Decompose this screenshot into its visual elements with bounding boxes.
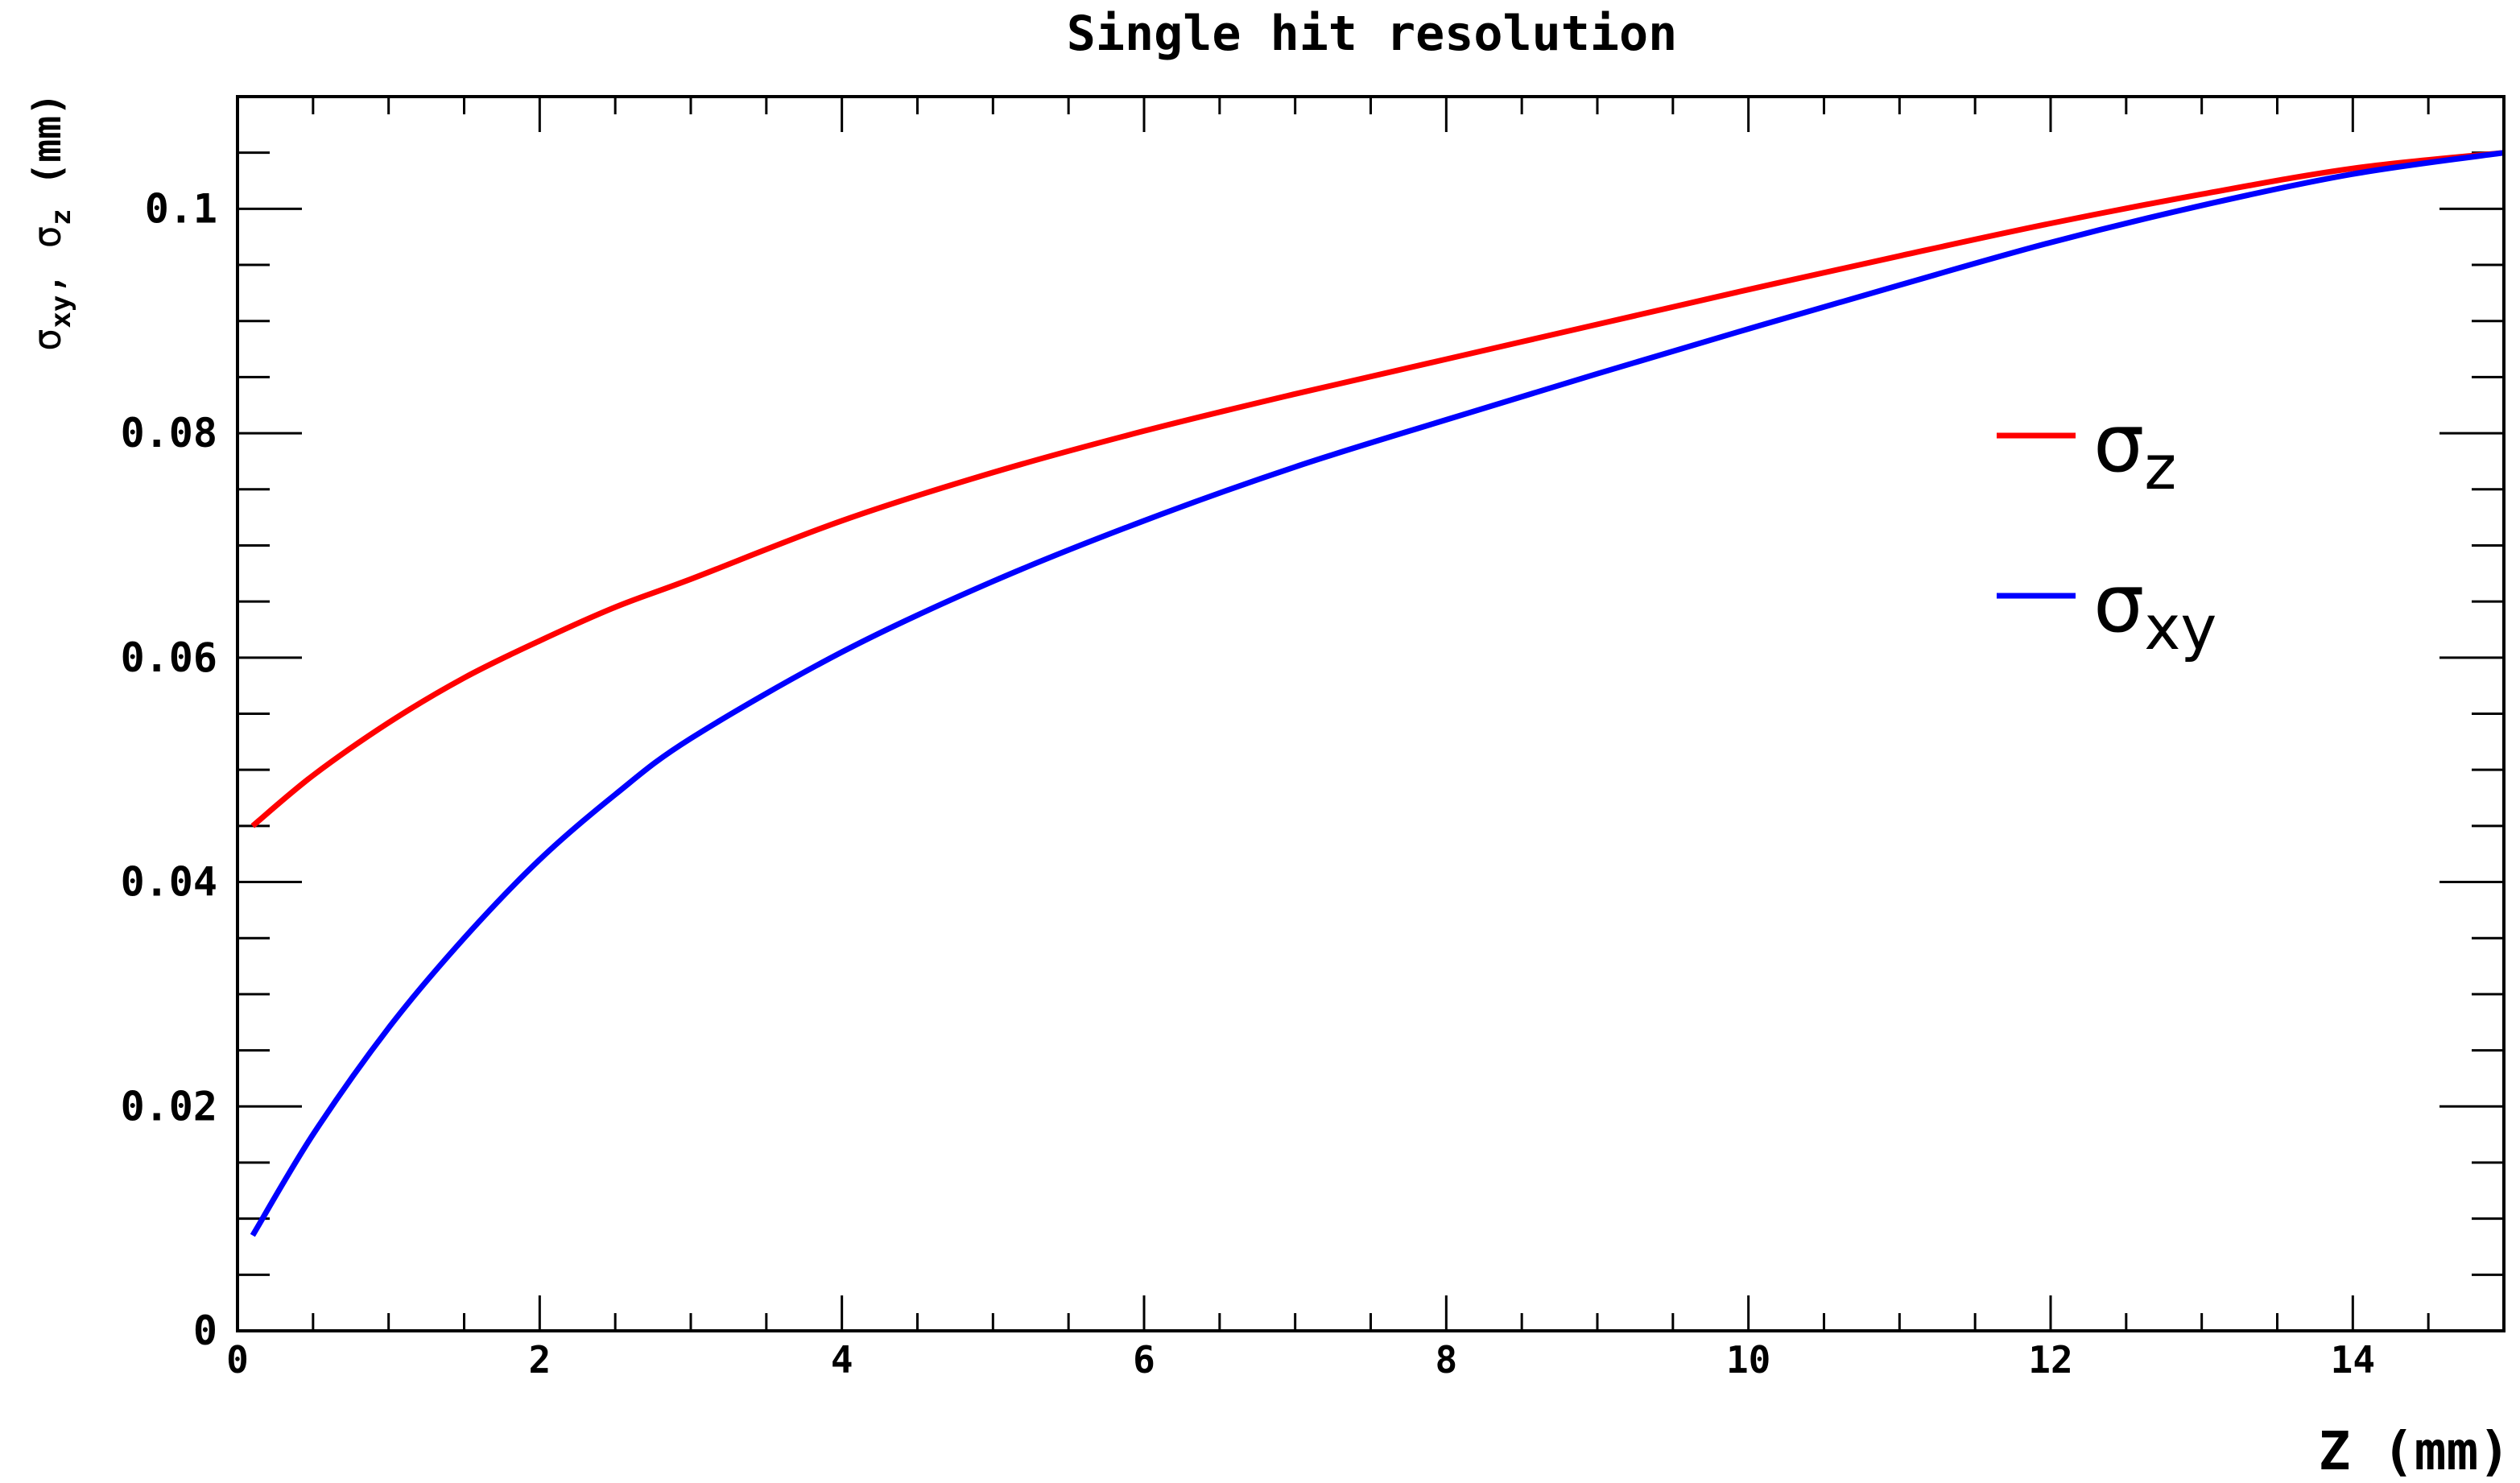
y-tick-label: 0.02 xyxy=(121,1083,217,1130)
x-tick-label: 2 xyxy=(528,1338,551,1382)
legend-symbol-sigma-z: σ xyxy=(2093,396,2144,490)
x-tick-labels: 0 2 4 6 8 10 12 14 xyxy=(226,1338,2375,1382)
y-axis-label: σxy, σz (mm) xyxy=(25,93,77,352)
y-tick-label: 0 xyxy=(193,1307,217,1354)
y-tick-label: 0.08 xyxy=(121,410,217,456)
plot-frame xyxy=(236,95,2506,1332)
series-line-sigma_xy xyxy=(250,150,2505,1237)
x-tick-label: 6 xyxy=(1133,1338,1155,1382)
y-tick-label: 0.04 xyxy=(121,859,217,906)
axis-ticks xyxy=(236,95,2506,1332)
x-tick-label: 14 xyxy=(2331,1338,2375,1382)
x-tick-label: 8 xyxy=(1435,1338,1457,1382)
x-axis-label: Z (mm) xyxy=(2319,1420,2510,1482)
y-label-sub-xy: xy xyxy=(45,295,77,328)
legend-label-sigma-xy: σxy xyxy=(2093,556,2216,663)
y-tick-label: 0.1 xyxy=(145,185,217,232)
y-tick-labels: 0 0.02 0.04 0.06 0.08 0.1 xyxy=(121,185,217,1354)
x-tick-label: 0 xyxy=(226,1338,249,1382)
y-label-sigma-2: , σ xyxy=(25,225,70,295)
chart-title: Single hit resolution xyxy=(1067,6,1678,62)
x-tick-label: 4 xyxy=(831,1338,853,1382)
legend: σz σxy xyxy=(1997,396,2216,663)
legend-symbol-sigma-xy: σ xyxy=(2093,556,2144,651)
series-layer xyxy=(250,150,2505,1237)
legend-sub-xy: xy xyxy=(2144,592,2216,663)
x-tick-label: 12 xyxy=(2028,1338,2072,1382)
legend-sub-z: z xyxy=(2144,432,2176,503)
x-tick-label: 10 xyxy=(1726,1338,1770,1382)
y-label-unit: (mm) xyxy=(25,93,70,209)
series-line-sigma_z xyxy=(250,150,2505,828)
y-label-sub-z: z xyxy=(45,209,77,225)
y-tick-label: 0.06 xyxy=(121,634,217,681)
legend-label-sigma-z: σz xyxy=(2093,396,2176,503)
y-label-sigma-1: σ xyxy=(25,328,70,352)
